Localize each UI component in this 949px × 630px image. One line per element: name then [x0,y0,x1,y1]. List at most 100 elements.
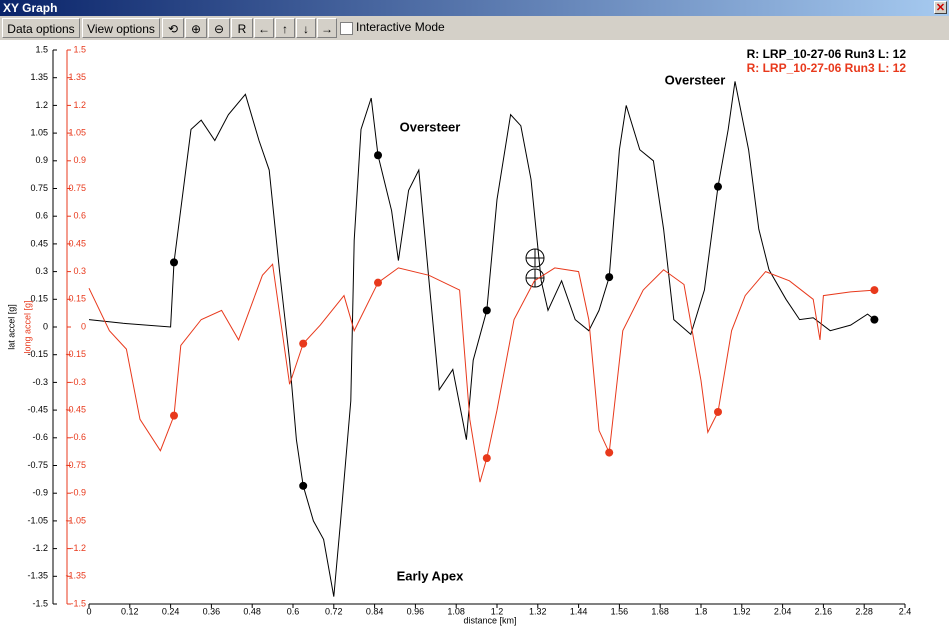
y2-tick-label: 1.2 [73,100,86,110]
x-tick-label: 0.6 [287,606,300,616]
y2-tick-label: 0.9 [73,155,86,165]
chart: -1.5 -1.35 -1.2 -1.05 -0.9 -0.75 -0.6 -0.45 -0.3… [0,40,949,630]
y-tick-label: 1.5 [35,44,48,54]
icon-button[interactable]: ⟲ [162,18,184,38]
y2-tick-label: 0.15 [68,294,86,304]
x-tick-label: 1.08 [447,606,465,616]
window-title: XY Graph [3,1,58,15]
y-tick-label: 0 [43,321,48,331]
x-tick-label: 0.24 [162,606,180,616]
y-axis-label: lat accel [g] [6,304,16,350]
marker [299,481,308,490]
y-tick-label: -0.45 [27,404,48,414]
annotation: Early Apex [397,568,464,583]
y-tick-label: 1.35 [30,72,48,82]
y2-tick-label: -0.9 [70,488,86,498]
icon-button[interactable]: ← [254,18,274,38]
y2-tick-label: 1.35 [68,72,86,82]
x-axis-label: distance [km] [463,615,516,625]
y2-tick-label: 0.75 [68,183,86,193]
annotation: Oversteer [400,119,461,134]
y-tick-label: -1.5 [32,598,48,608]
y-tick-label: -1.2 [32,543,48,553]
checkbox-label: Interactive Mode [356,20,445,34]
y2-tick-label: -1.05 [65,515,86,525]
y2-tick-label: -1.2 [70,543,86,553]
marker [605,448,614,457]
x-tick-label: 1.44 [570,606,588,616]
icon-button[interactable]: ↓ [296,18,316,38]
y-tick-label: 0.9 [35,155,48,165]
legend-entry: R: LRP_10-27-06 Run3 L: 12 [747,47,907,61]
icon-button[interactable]: ⊖ [208,18,230,38]
x-tick-label: 2.4 [899,606,912,616]
y2-tick-label: -0.45 [65,404,86,414]
y2-tick-label: 0.3 [73,266,86,276]
x-tick-label: 1.8 [695,606,708,616]
x-tick-label: 1.2 [491,606,504,616]
marker [374,278,382,287]
marker [605,273,614,282]
marker [170,411,178,420]
series-line [88,263,875,483]
y-tick-label: -1.05 [27,515,48,525]
y-tick-label: -0.9 [32,488,48,498]
x-tick-label: 1.56 [611,606,629,616]
y2-tick-label: -0.15 [65,349,86,359]
y2-tick-label: 0 [81,321,86,331]
y-tick-label: 1.2 [35,100,48,110]
checkbox[interactable] [340,22,353,35]
y2-tick-label: 0.45 [68,238,86,248]
y-tick-label: 0.6 [35,211,48,221]
icon-button[interactable]: R [231,18,253,38]
x-tick-label: 2.28 [855,606,873,616]
y-tick-label: -0.75 [27,460,48,470]
y2-tick-label: -0.3 [70,377,86,387]
y-tick-label: 0.3 [35,266,48,276]
y-tick-label: -0.6 [32,432,48,442]
y2-tick-label: -0.75 [65,460,86,470]
x-tick-label: 2.04 [774,606,792,616]
marker [714,182,722,191]
marker [482,454,491,463]
series-line [88,81,875,597]
x-tick-label: 1.32 [529,606,547,616]
icon-button[interactable]: ↑ [275,18,295,38]
marker [870,315,879,324]
y-tick-label: 0.45 [30,238,48,248]
toolbar: Data options View options ⟲ ⊕ ⊖ R ← ↑ ↓ … [0,17,445,39]
y2-tick-label: 0.6 [73,211,86,221]
y2-tick-label: -1.35 [65,571,86,581]
x-tick-label: 1.68 [651,606,669,616]
marker [714,407,722,416]
y-tick-label: 0.15 [30,294,48,304]
x-tick-label: 1.92 [733,606,751,616]
y2-tick-label: 1.5 [73,44,86,54]
y2-tick-label: -1.5 [70,598,86,608]
x-tick-label: 0.12 [121,606,139,616]
y-tick-label: 0.75 [30,183,48,193]
icon-button[interactable]: → [317,18,337,38]
y-tick-label: -0.15 [27,349,48,359]
close-button[interactable]: ✕ [934,1,947,14]
title-bar: XY Graph ✕ [0,0,949,16]
x-tick-label: 0 [86,606,91,616]
x-tick-label: 0.84 [366,606,384,616]
icon-button[interactable]: ⊕ [185,18,207,38]
marker [170,258,178,267]
y2-axis-label: long accel [g] [22,300,32,353]
x-tick-label: 0.96 [407,606,425,616]
y2-tick-label: -0.6 [70,432,86,442]
y-tick-label: -0.3 [32,377,48,387]
marker [299,339,308,348]
view-options-button[interactable]: View options [82,18,160,38]
x-tick-label: 0.36 [203,606,221,616]
legend-entry: R: LRP_10-27-06 Run3 L: 12 [747,61,907,75]
marker [374,151,382,160]
data-options-button[interactable]: Data options [2,18,80,38]
annotation: Oversteer [665,72,726,87]
marker [870,286,879,295]
marker [482,306,491,315]
x-tick-label: 2.16 [815,606,833,616]
